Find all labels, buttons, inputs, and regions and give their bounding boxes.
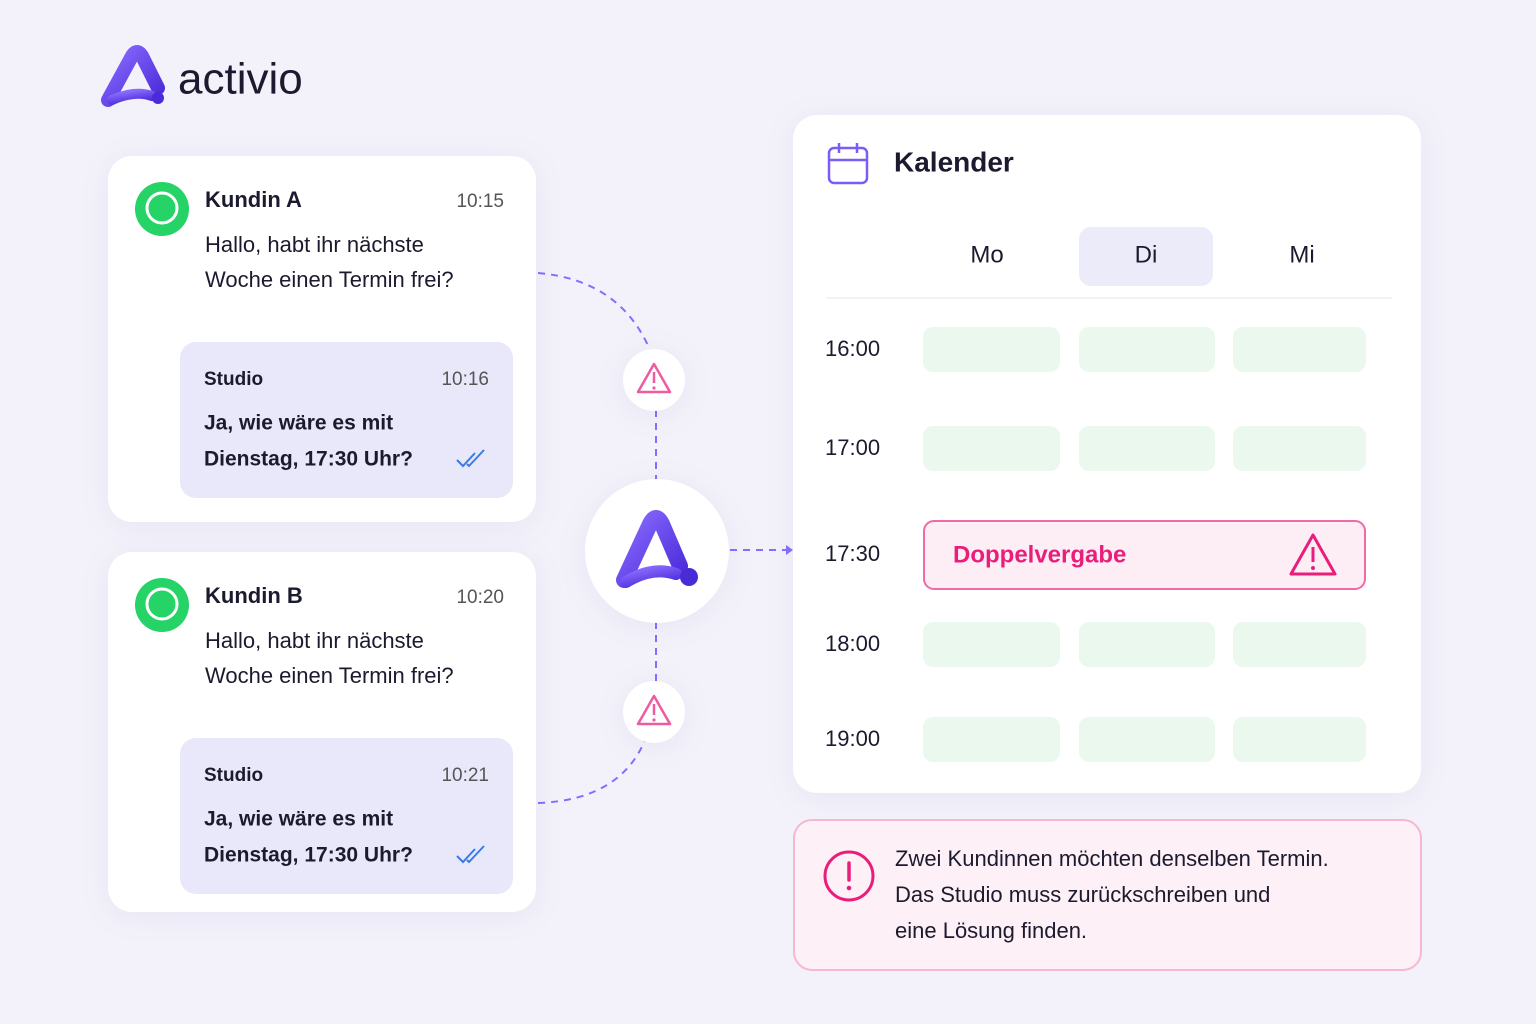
conflict-label: Doppelvergabe bbox=[953, 541, 1126, 568]
time-slot bbox=[1079, 327, 1215, 372]
time-label: 17:00 bbox=[825, 435, 880, 460]
hub bbox=[585, 479, 729, 623]
calendar-title: Kalender bbox=[894, 146, 1014, 177]
conflict-icon bbox=[1289, 533, 1337, 576]
read-checks bbox=[456, 449, 485, 468]
day-label: Mo bbox=[970, 241, 1003, 268]
reply-text: Ja, wie wäre es mit bbox=[204, 412, 393, 435]
time-slot bbox=[1233, 622, 1366, 667]
reply-text: Dienstag, 17:30 Uhr? bbox=[204, 448, 413, 471]
notice-line: Zwei Kundinnen möchten denselben Termin. bbox=[895, 846, 1329, 871]
time-label: 19:00 bbox=[825, 726, 880, 751]
time-slot bbox=[1079, 426, 1215, 471]
reply-bubble bbox=[180, 738, 513, 894]
message-text: Hallo, habt ihr nächste bbox=[205, 232, 424, 257]
arrow-head bbox=[786, 545, 793, 555]
time-label: 18:00 bbox=[825, 631, 880, 656]
read-checks bbox=[456, 845, 485, 864]
connectors bbox=[537, 272, 786, 804]
whatsapp-icon-ring bbox=[145, 587, 179, 621]
time-slot bbox=[923, 327, 1060, 372]
time-slot bbox=[1233, 327, 1366, 372]
whatsapp-icon bbox=[135, 578, 189, 632]
calendar-icon bbox=[827, 143, 869, 185]
message-text: Woche einen Termin frei? bbox=[205, 267, 454, 292]
time-slot bbox=[923, 622, 1060, 667]
reply-time: 10:16 bbox=[441, 369, 489, 390]
reply-time: 10:21 bbox=[441, 765, 489, 786]
message-time: 10:15 bbox=[456, 191, 504, 212]
time-slot bbox=[923, 426, 1060, 471]
message-time: 10:20 bbox=[456, 587, 504, 608]
reply-sender: Studio bbox=[204, 765, 263, 786]
whatsapp-icon bbox=[135, 182, 189, 236]
time-slot bbox=[1079, 717, 1215, 762]
time-slot bbox=[1233, 426, 1366, 471]
time-slot bbox=[923, 717, 1060, 762]
conflict-slot bbox=[923, 520, 1366, 590]
logo bbox=[101, 45, 165, 107]
time-slot bbox=[1079, 622, 1215, 667]
day-selected bbox=[1079, 227, 1213, 286]
reply-text: Ja, wie wäre es mit bbox=[204, 808, 393, 831]
conflict-icon-dot bbox=[1311, 566, 1315, 570]
reply-sender: Studio bbox=[204, 369, 263, 390]
hub-logo bbox=[616, 510, 698, 588]
whatsapp-icon-ring bbox=[145, 191, 179, 225]
day-label: Mi bbox=[1289, 241, 1314, 268]
message-text: Hallo, habt ihr nächste bbox=[205, 628, 424, 653]
time-label: 17:30 bbox=[825, 541, 880, 566]
brand-name: activio bbox=[178, 55, 303, 104]
notice-line: Das Studio muss zurückschreiben und bbox=[895, 882, 1270, 907]
reply-text: Dienstag, 17:30 Uhr? bbox=[204, 844, 413, 867]
message-text: Woche einen Termin frei? bbox=[205, 663, 454, 688]
time-slot bbox=[1233, 717, 1366, 762]
reply-bubble bbox=[180, 342, 513, 498]
notice-line: eine Lösung finden. bbox=[895, 918, 1087, 943]
warning-badges bbox=[623, 349, 685, 743]
sender-name: Kundin A bbox=[205, 187, 302, 212]
sender-name: Kundin B bbox=[205, 583, 303, 608]
notice-icon bbox=[823, 850, 875, 902]
time-label: 16:00 bbox=[825, 336, 880, 361]
day-label: Di bbox=[1135, 241, 1158, 268]
notice-box bbox=[793, 819, 1422, 971]
